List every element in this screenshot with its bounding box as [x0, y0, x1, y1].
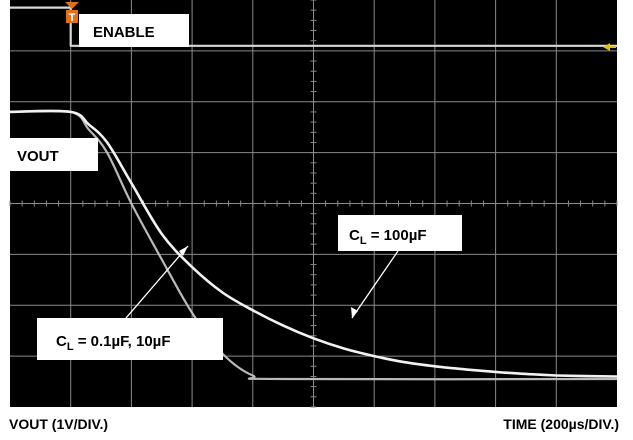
vout-label: VOUT — [17, 148, 59, 165]
cl-small-pointer — [125, 245, 189, 319]
enable-label: ENABLE — [93, 24, 155, 41]
cl-small-label: CL = 0.1µF, 10µF — [56, 333, 171, 353]
cl-large-value: = 100µF — [367, 227, 427, 244]
cl-100uf-trace — [9, 109, 618, 378]
cl-small-label-box — [37, 318, 223, 360]
vout-label-box — [10, 138, 98, 171]
y-axis-scale-label: VOUT (1V/DIV.) — [9, 416, 109, 432]
cl-small-arrowhead — [179, 246, 188, 256]
trigger-marker-label: T — [69, 12, 76, 24]
reference-level-icon — [603, 43, 610, 51]
traces — [9, 6, 618, 381]
oscilloscope-plot: T ENABLE VOUT CL = 100µF CL = 0.1µF, 10µ… — [9, 0, 618, 408]
cl-large-c: C — [349, 227, 360, 244]
enable-label-box — [79, 14, 189, 47]
cl-small-sub: L — [67, 341, 74, 353]
cl-large-pointer — [351, 250, 399, 319]
cl-large-sub: L — [360, 235, 367, 247]
cl-small-c: C — [56, 333, 67, 350]
cl-large-label: CL = 100µF — [349, 227, 427, 247]
enable-trace — [10, 6, 617, 47]
cl-0p1uf-10uf-trace — [9, 109, 618, 381]
cl-large-label-box — [338, 215, 462, 251]
graticule — [9, 0, 618, 408]
cl-large-arrowhead — [351, 307, 358, 318]
x-axis-scale-label: TIME (200µs/DIV.) — [503, 416, 619, 432]
trigger-marker-icon: T — [65, 2, 79, 24]
cl-small-value: = 0.1µF, 10µF — [74, 333, 171, 350]
